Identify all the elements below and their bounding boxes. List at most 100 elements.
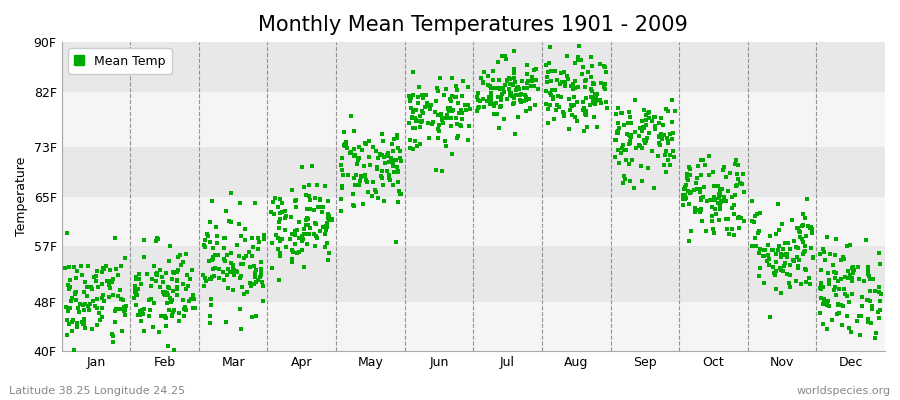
Point: [290, 227, 304, 234]
Point: [865, 276, 879, 282]
Point: [707, 197, 722, 204]
Point: [639, 138, 653, 144]
Point: [391, 199, 405, 206]
Point: [454, 107, 468, 114]
Point: [441, 106, 455, 113]
Point: [568, 114, 582, 120]
Point: [713, 200, 727, 207]
Point: [519, 80, 534, 86]
Point: [297, 264, 311, 271]
Point: [415, 108, 429, 114]
Point: [821, 269, 835, 276]
Point: [78, 325, 93, 332]
Point: [432, 122, 446, 128]
Point: [430, 134, 445, 141]
Point: [854, 313, 868, 319]
Point: [566, 81, 580, 87]
Point: [176, 297, 190, 303]
Point: [359, 177, 374, 183]
Point: [132, 308, 147, 314]
Point: [712, 194, 726, 201]
Point: [238, 237, 252, 244]
Point: [502, 76, 517, 82]
Point: [640, 110, 654, 116]
Point: [656, 162, 670, 168]
Point: [846, 267, 860, 273]
Point: [208, 265, 222, 272]
Point: [416, 110, 430, 116]
Point: [826, 286, 841, 293]
Point: [619, 157, 634, 163]
Point: [405, 92, 419, 98]
Point: [119, 302, 133, 309]
Point: [615, 110, 629, 117]
Point: [271, 219, 285, 225]
Point: [528, 66, 543, 72]
Point: [130, 312, 145, 318]
Point: [732, 214, 746, 220]
Point: [797, 243, 812, 249]
Point: [78, 301, 93, 308]
Point: [68, 291, 82, 297]
Point: [612, 124, 626, 131]
Point: [358, 172, 373, 178]
Point: [59, 332, 74, 338]
Point: [307, 220, 321, 226]
Point: [301, 222, 315, 228]
Point: [572, 84, 586, 90]
Point: [362, 154, 376, 160]
Point: [185, 292, 200, 298]
Point: [854, 294, 868, 300]
Point: [593, 60, 608, 67]
Point: [105, 276, 120, 282]
Point: [793, 229, 807, 235]
Point: [804, 224, 818, 230]
Point: [654, 136, 669, 142]
Point: [608, 137, 623, 144]
Point: [114, 263, 129, 270]
Point: [231, 253, 246, 260]
Point: [171, 266, 185, 273]
Point: [422, 102, 436, 109]
Point: [289, 204, 303, 211]
Point: [611, 130, 625, 137]
Point: [424, 102, 438, 108]
Point: [365, 179, 380, 185]
Point: [337, 142, 351, 148]
Point: [584, 54, 598, 61]
Point: [310, 182, 324, 188]
Point: [415, 118, 429, 124]
Point: [285, 259, 300, 266]
Point: [844, 275, 859, 281]
Point: [612, 160, 626, 167]
Point: [346, 175, 361, 182]
Point: [518, 92, 532, 98]
Point: [65, 327, 79, 334]
Point: [267, 210, 282, 217]
Point: [716, 167, 730, 174]
Point: [74, 262, 88, 269]
Point: [405, 146, 419, 152]
Point: [483, 89, 498, 96]
Point: [88, 303, 103, 310]
Point: [813, 251, 827, 258]
Point: [224, 260, 238, 266]
Point: [176, 258, 190, 265]
Point: [203, 320, 218, 326]
Point: [623, 138, 637, 144]
Point: [583, 86, 598, 93]
Point: [774, 265, 788, 272]
Point: [752, 210, 767, 216]
Point: [149, 270, 164, 277]
Point: [776, 267, 790, 274]
Point: [706, 169, 720, 176]
Point: [242, 280, 256, 286]
Point: [682, 172, 697, 178]
Point: [471, 105, 485, 111]
Point: [639, 112, 653, 118]
Point: [219, 319, 233, 326]
Point: [756, 252, 770, 259]
Point: [90, 295, 104, 302]
Point: [544, 92, 559, 98]
Point: [485, 77, 500, 83]
